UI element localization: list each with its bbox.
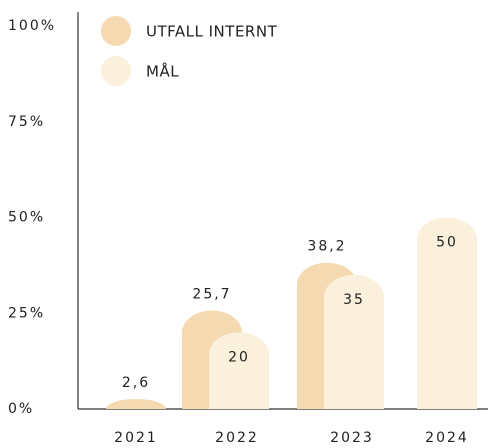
data-label: 35 bbox=[343, 292, 365, 308]
bar bbox=[417, 217, 477, 409]
data-label: 20 bbox=[228, 349, 250, 365]
data-label: 25,7 bbox=[192, 287, 231, 303]
bar bbox=[106, 399, 167, 409]
y-tick-label: 0% bbox=[8, 401, 34, 417]
data-label: 2,6 bbox=[122, 375, 150, 391]
y-tick-label: 75% bbox=[8, 114, 45, 130]
bar bbox=[209, 332, 269, 409]
x-tick-label: 2021 bbox=[114, 430, 158, 446]
x-tick-label: 2024 bbox=[425, 430, 469, 446]
y-tick-label: 25% bbox=[8, 305, 45, 321]
y-tick-label: 50% bbox=[8, 210, 45, 226]
bar bbox=[324, 274, 384, 409]
legend-label: UTFALL INTERNT bbox=[146, 23, 278, 41]
x-tick-label: 2022 bbox=[215, 430, 259, 446]
data-label: 38,2 bbox=[307, 239, 346, 255]
legend-label: MÅL bbox=[146, 62, 179, 81]
x-tick-label: 2023 bbox=[330, 430, 374, 446]
y-tick-label: 100% bbox=[8, 18, 56, 34]
legend-swatch bbox=[101, 56, 131, 86]
legend-swatch bbox=[101, 16, 131, 46]
data-label: 50 bbox=[436, 235, 458, 251]
